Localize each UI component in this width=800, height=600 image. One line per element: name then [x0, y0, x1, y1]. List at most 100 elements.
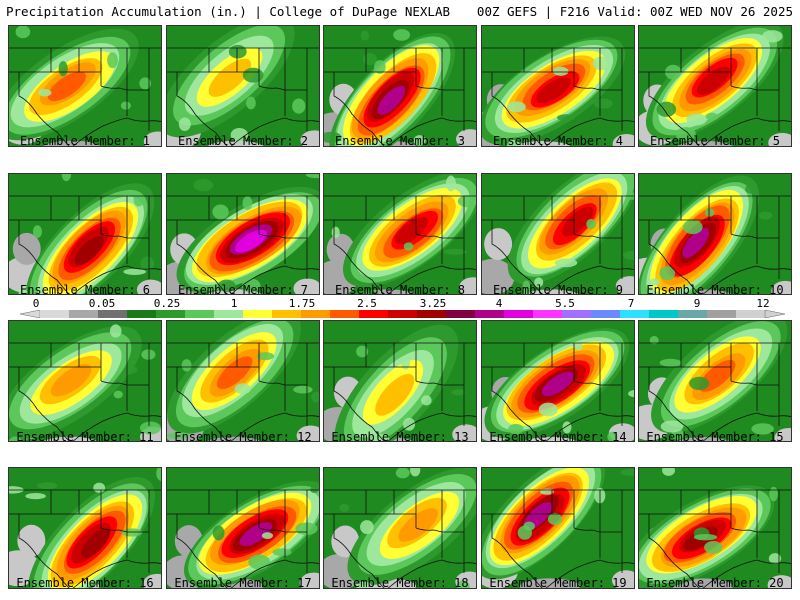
- precip-cell: [659, 358, 682, 367]
- precip-contour: [394, 216, 429, 245]
- precip-cell: [373, 60, 386, 74]
- precip-cell: [139, 421, 161, 435]
- precip-cell: [58, 61, 68, 77]
- precip-cell: [324, 131, 342, 143]
- colorbar-swatch: [475, 310, 505, 318]
- precip-map: [9, 26, 161, 146]
- precip-cell: [248, 554, 271, 570]
- precip-map: [167, 174, 319, 294]
- precip-cell: [403, 242, 414, 251]
- dry-area: [771, 280, 791, 294]
- ensemble-member-label: Ensemble Member: 1: [19, 134, 151, 148]
- ensemble-member-map: [323, 25, 477, 147]
- precip-cell: [682, 219, 703, 235]
- precip-cell: [178, 117, 191, 132]
- dry-area: [482, 258, 515, 294]
- ensemble-member-map: [638, 25, 792, 147]
- colorbar-tick-label: 0.05: [88, 297, 116, 310]
- precip-cell: [139, 77, 152, 90]
- dry-area: [767, 575, 791, 588]
- precip-cell: [228, 44, 247, 59]
- precip-cell: [401, 356, 410, 370]
- precip-map: [639, 174, 791, 294]
- precip-cell: [242, 196, 253, 210]
- precip-cell: [133, 193, 144, 207]
- precip-cell: [446, 175, 456, 192]
- colorbar-swatch: [127, 310, 157, 318]
- precip-cell: [705, 112, 719, 121]
- precip-cell: [649, 278, 660, 286]
- precip-cell: [355, 581, 371, 588]
- dry-area: [615, 276, 634, 294]
- ensemble-member-label: Ensemble Member: 12: [174, 430, 312, 444]
- state-borders: [9, 489, 161, 588]
- precip-cell: [212, 204, 229, 220]
- dry-area: [677, 436, 730, 441]
- precip-cell: [246, 96, 256, 110]
- precip-map: [167, 26, 319, 146]
- precip-cell: [331, 226, 340, 239]
- precip-cell: [212, 525, 225, 541]
- model-run-info: 00Z GEFS | F216 Valid: 00Z WED NOV 26 20…: [476, 4, 793, 19]
- precip-cell: [662, 468, 675, 476]
- precip-cell: [181, 359, 192, 372]
- precip-contour: [74, 235, 104, 266]
- precip-cell: [704, 208, 715, 217]
- precip-cell: [395, 468, 410, 479]
- dry-area: [524, 436, 577, 441]
- state-borders: [9, 47, 161, 146]
- precip-cell: [457, 195, 476, 208]
- precip-cell: [140, 256, 155, 271]
- precip-cell: [292, 98, 306, 114]
- colorbar-swatch: [562, 310, 592, 318]
- precip-contour: [536, 77, 571, 104]
- ensemble-member-label: Ensemble Member: 19: [489, 576, 627, 590]
- ensemble-member-map: [481, 25, 635, 147]
- precip-cell: [193, 178, 214, 192]
- precip-cell: [123, 268, 147, 275]
- colorbar-left-arrow: [20, 310, 41, 318]
- dry-area: [459, 277, 476, 294]
- precip-map: [324, 26, 476, 146]
- ensemble-member-map: [166, 173, 320, 295]
- precip-map: [482, 26, 634, 146]
- ensemble-member-map: [481, 467, 635, 589]
- precip-cell: [656, 101, 677, 117]
- precip-map: [639, 26, 791, 146]
- precip-map: [639, 468, 791, 588]
- precip-cell: [689, 376, 710, 391]
- precip-cell: [620, 468, 634, 476]
- dry-area: [143, 573, 161, 588]
- precip-cell: [552, 66, 569, 76]
- ensemble-member-map: [481, 173, 635, 295]
- dry-area: [612, 133, 634, 146]
- precip-cell: [393, 29, 411, 41]
- precip-contour: [47, 71, 86, 102]
- precip-cell: [113, 390, 123, 399]
- precip-contour: [80, 528, 110, 559]
- precip-cell: [156, 468, 161, 482]
- colorbar-tick-label: 5.5: [555, 297, 575, 310]
- dry-area: [514, 140, 571, 146]
- ensemble-member-map: [638, 320, 792, 442]
- precip-map: [324, 321, 476, 441]
- precip-cell: [554, 258, 578, 268]
- dry-area: [299, 572, 319, 588]
- state-borders: [324, 489, 476, 588]
- colorbar-tick-label: 2.5: [357, 297, 377, 310]
- precip-cell: [538, 402, 558, 417]
- precip-map: [482, 321, 634, 441]
- ensemble-member-map: [638, 173, 792, 295]
- precip-cell: [745, 184, 758, 194]
- colorbar-swatch: [417, 310, 447, 318]
- precip-cell: [272, 548, 292, 556]
- colorbar-swatch: [591, 310, 621, 318]
- dry-area: [43, 436, 97, 441]
- colorbar-swatch: [359, 310, 389, 318]
- precip-cell: [593, 98, 613, 109]
- precip-cell: [109, 324, 122, 338]
- precip-contour: [377, 85, 406, 115]
- colorbar-swatch: [156, 310, 186, 318]
- precip-contour: [541, 371, 574, 397]
- colorbar-swatch: [272, 310, 302, 318]
